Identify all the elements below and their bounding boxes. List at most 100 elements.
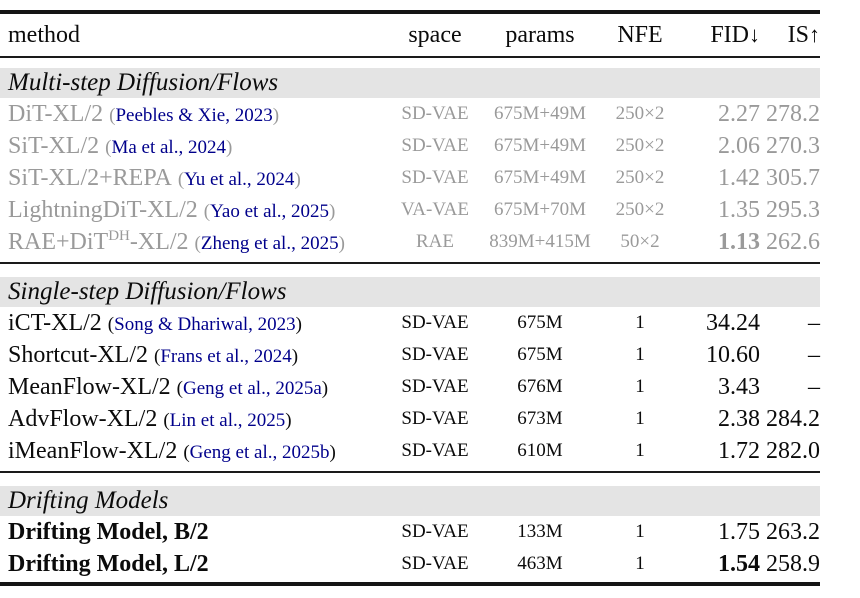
- table-row: iMeanFlow-XL/2 (Geng et al., 2025b) SD-VA…: [0, 435, 820, 467]
- method-cell: RAE+DiTDH-XL/2 (Zheng et al., 2025): [0, 227, 390, 256]
- table-row: AdvFlow-XL/2 (Lin et al., 2025) SD-VAE 67…: [0, 403, 820, 435]
- method-cell: Shortcut-XL/2 (Frans et al., 2024): [0, 342, 390, 369]
- table-row: LightningDiT-XL/2 (Yao et al., 2025) VA-V…: [0, 194, 820, 226]
- params-cell: 675M+49M: [493, 167, 586, 188]
- citation-link[interactable]: (Song & Dhariwal, 2023): [107, 313, 302, 335]
- params-cell: 463M: [517, 553, 563, 574]
- fid-cell: 1.72: [718, 437, 760, 464]
- citation-link[interactable]: (Yu et al., 2024): [177, 168, 301, 190]
- space-cell: RAE: [416, 231, 454, 252]
- is-cell: –: [808, 309, 820, 336]
- table-row: RAE+DiTDH-XL/2 (Zheng et al., 2025) RAE 8…: [0, 226, 820, 258]
- fid-cell: 1.35: [718, 196, 760, 223]
- section-title: Drifting Models: [8, 487, 169, 514]
- column-header-is-label: IS: [787, 21, 809, 48]
- section-divider-rule: [0, 262, 820, 264]
- space-cell: SD-VAE: [401, 440, 469, 461]
- space-cell: SD-VAE: [401, 103, 469, 124]
- column-header-fid: FID↓: [680, 22, 760, 49]
- citation-link[interactable]: (Yao et al., 2025): [203, 200, 336, 222]
- nfe-cell: 1: [635, 312, 645, 333]
- table-header: method space params NFE FID↓ IS↑: [0, 14, 820, 56]
- citation-link[interactable]: (Geng et al., 2025a): [176, 377, 329, 399]
- space-cell: SD-VAE: [401, 553, 469, 574]
- benchmark-table: method space params NFE FID↓ IS↑ Multi-s…: [0, 10, 820, 586]
- params-cell: 675M+49M: [493, 135, 586, 156]
- method-name: DiT-XL/2: [8, 100, 104, 127]
- method-cell: Drifting Model, B/2(): [0, 519, 390, 546]
- fid-cell: 10.60: [706, 341, 760, 368]
- method-cell: LightningDiT-XL/2 (Yao et al., 2025): [0, 197, 390, 224]
- fid-cell: 2.38: [718, 405, 760, 432]
- section-header: Multi-step Diffusion/Flows: [0, 68, 820, 98]
- table-row: DiT-XL/2 (Peebles & Xie, 2023) SD-VAE 675…: [0, 98, 820, 130]
- fid-cell: 3.43: [718, 373, 760, 400]
- is-cell: 270.3: [766, 132, 820, 159]
- method-name: iCT-XL/2: [8, 309, 102, 336]
- fid-cell: 1.42: [718, 164, 760, 191]
- header-rule: [0, 56, 820, 58]
- column-header-space: space: [408, 21, 462, 48]
- params-cell: 676M: [517, 376, 563, 397]
- up-arrow-icon: ↑: [809, 21, 820, 47]
- citation-text: Zheng et al., 2025: [200, 232, 339, 254]
- method-name: RAE+DiT: [8, 228, 109, 255]
- fid-cell: 1.75: [718, 518, 760, 545]
- params-cell: 675M: [517, 344, 563, 365]
- is-cell: –: [808, 341, 820, 368]
- is-cell: 295.3: [766, 196, 820, 223]
- method-name: Drifting Model, B/2: [8, 518, 209, 545]
- table-row: SiT-XL/2 (Ma et al., 2024) SD-VAE 675M+49…: [0, 130, 820, 162]
- method-name: AdvFlow-XL/2: [8, 405, 158, 432]
- nfe-cell: 1: [635, 521, 645, 542]
- is-cell: 258.9: [766, 550, 820, 577]
- method-cell: SiT-XL/2 (Ma et al., 2024): [0, 133, 390, 160]
- table-row: Shortcut-XL/2 (Frans et al., 2024) SD-VAE…: [0, 339, 820, 371]
- citation-link[interactable]: (Lin et al., 2025): [163, 409, 292, 431]
- method-cell: AdvFlow-XL/2 (Lin et al., 2025): [0, 406, 390, 433]
- column-header-method: method: [8, 21, 80, 48]
- nfe-cell: 250×2: [615, 135, 665, 156]
- params-cell: 675M+49M: [493, 103, 586, 124]
- column-header-params: params: [505, 21, 575, 48]
- method-cell: DiT-XL/2 (Peebles & Xie, 2023): [0, 101, 390, 128]
- space-cell: SD-VAE: [401, 135, 469, 156]
- column-header-is: IS↑: [760, 22, 820, 49]
- citation-link[interactable]: (Zheng et al., 2025): [194, 232, 345, 254]
- fid-cell: 1.13: [718, 228, 760, 255]
- citation-text: Song & Dhariwal, 2023: [114, 313, 296, 335]
- nfe-cell: 250×2: [615, 167, 665, 188]
- space-cell: SD-VAE: [401, 376, 469, 397]
- citation-link[interactable]: (Geng et al., 2025b): [183, 441, 336, 463]
- space-cell: SD-VAE: [401, 344, 469, 365]
- citation-link[interactable]: (Ma et al., 2024): [105, 136, 233, 158]
- fid-cell: 2.27: [718, 100, 760, 127]
- method-name: LightningDiT-XL/2: [8, 196, 198, 223]
- citation-link[interactable]: (Peebles & Xie, 2023): [109, 104, 280, 126]
- fid-cell: 1.54: [718, 550, 760, 577]
- method-name: iMeanFlow-XL/2: [8, 437, 178, 464]
- top-rule: [0, 10, 820, 14]
- nfe-cell: 1: [635, 553, 645, 574]
- params-cell: 675M+70M: [493, 199, 586, 220]
- nfe-cell: 1: [635, 376, 645, 397]
- citation-text: Geng et al., 2025a: [182, 377, 322, 399]
- bottom-rule: [0, 582, 820, 586]
- citation-text: Lin et al., 2025: [169, 409, 286, 431]
- nfe-cell: 250×2: [615, 199, 665, 220]
- column-header-nfe: NFE: [617, 21, 663, 48]
- nfe-cell: 1: [635, 408, 645, 429]
- is-cell: 263.2: [766, 518, 820, 545]
- params-cell: 610M: [517, 440, 563, 461]
- params-cell: 839M+415M: [489, 231, 591, 252]
- method-cell: Drifting Model, L/2(): [0, 551, 390, 578]
- nfe-cell: 1: [635, 344, 645, 365]
- nfe-cell: 250×2: [615, 103, 665, 124]
- citation-text: Peebles & Xie, 2023: [115, 104, 273, 126]
- method-superscript: DH: [108, 227, 130, 244]
- method-cell: iCT-XL/2 (Song & Dhariwal, 2023): [0, 310, 390, 337]
- citation-link[interactable]: (Frans et al., 2024): [153, 345, 299, 367]
- space-cell: VA-VAE: [401, 199, 469, 220]
- space-cell: SD-VAE: [401, 408, 469, 429]
- method-name: MeanFlow-XL/2: [8, 373, 171, 400]
